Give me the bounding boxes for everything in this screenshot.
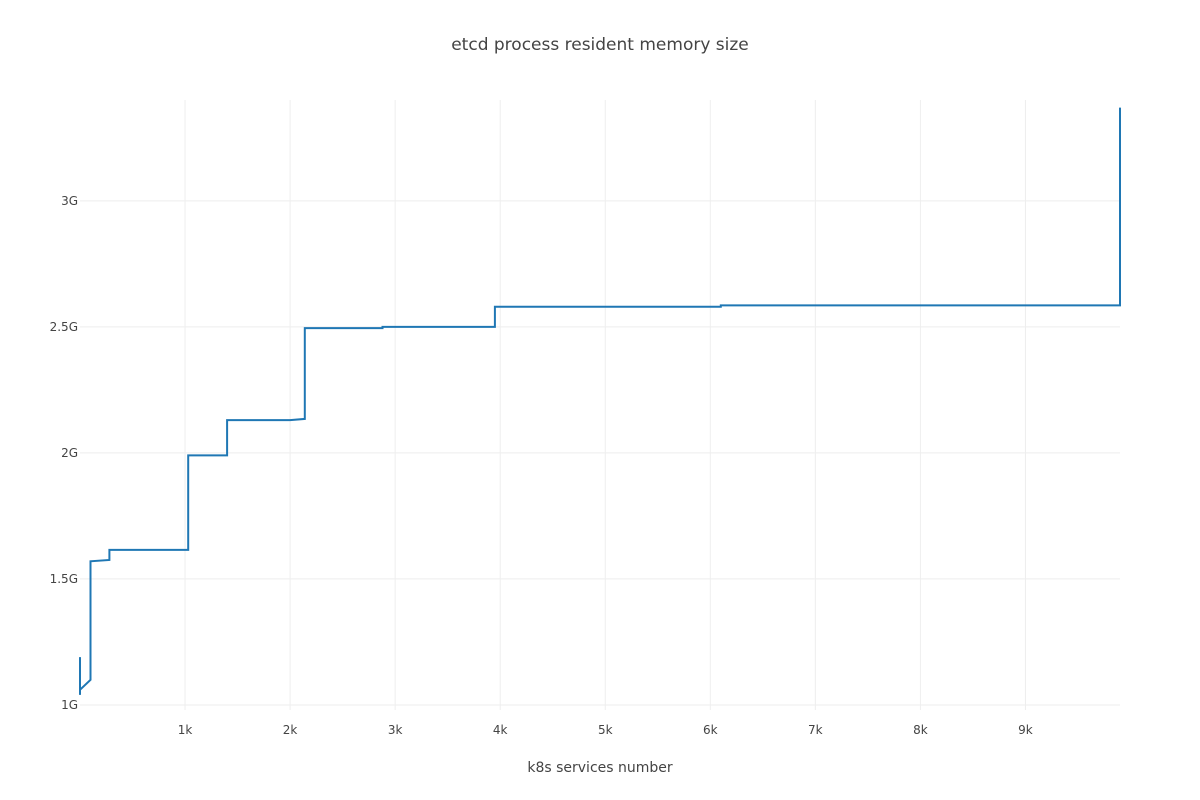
y-tick-label: 2G [61,446,78,460]
x-axis-title: k8s services number [527,760,673,776]
x-tick-label: 5k [598,723,613,737]
x-tick-label: 8k [913,723,928,737]
x-tick-label: 6k [703,723,718,737]
y-axis-ticks: 1G 1.5G 2G 2.5G 3G [50,194,78,712]
y-tick-label: 1.5G [50,572,78,586]
grid-lines [80,100,1120,710]
y-tick-label: 2.5G [50,320,78,334]
y-tick-label: 3G [61,194,78,208]
x-tick-label: 4k [493,723,508,737]
x-tick-label: 1k [178,723,193,737]
chart-title: etcd process resident memory size [451,35,749,55]
x-tick-label: 7k [808,723,823,737]
x-tick-label: 3k [388,723,403,737]
x-tick-label: 2k [283,723,298,737]
y-tick-label: 1G [61,698,78,712]
x-axis-ticks: 1k 2k 3k 4k 5k 6k 7k 8k 9k [178,723,1033,737]
series-layer [79,107,1121,695]
x-tick-label: 9k [1018,723,1033,737]
series-line [79,107,1121,695]
